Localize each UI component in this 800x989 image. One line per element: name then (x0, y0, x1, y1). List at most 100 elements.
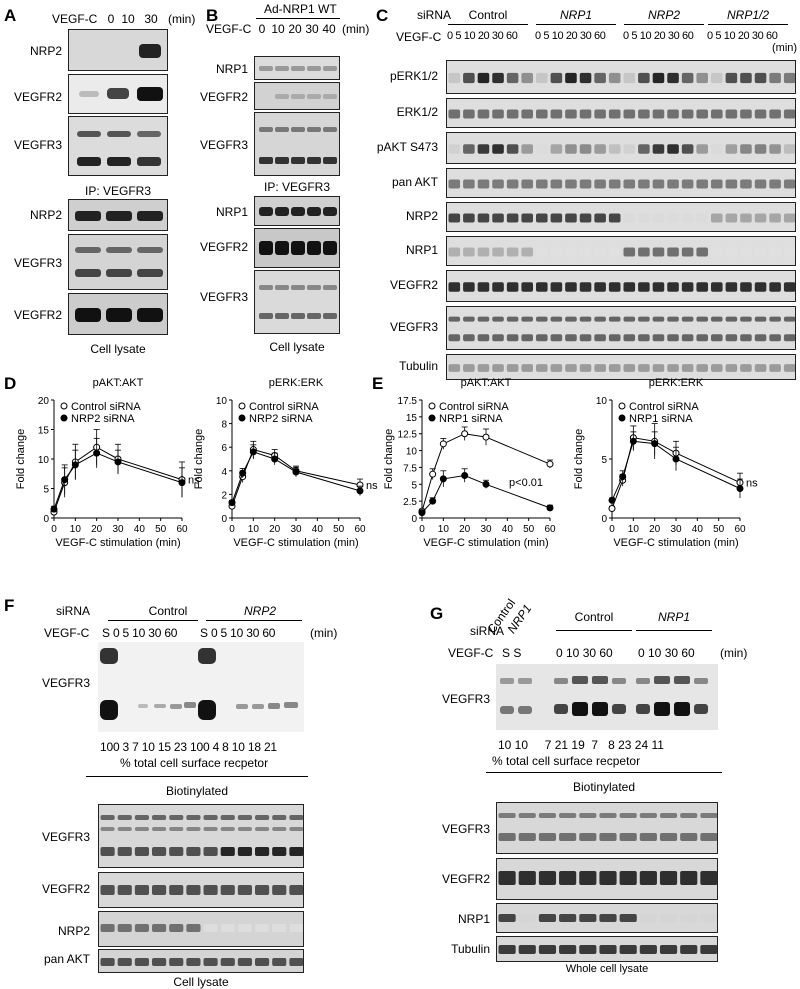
panel-f-label: F (4, 596, 15, 615)
y-tick-label: 4 (221, 467, 227, 478)
panel-f-blot-lysate-vegfr2 (98, 872, 304, 908)
blot-bands (69, 30, 167, 70)
data-point (482, 433, 490, 441)
data-point (71, 461, 79, 469)
panel-b-ip-label-vegfr2: VEGFR2 (199, 90, 248, 104)
panel-f-blot-lysate-nrp2 (98, 911, 304, 947)
chart-title: pAKT:AKT (461, 377, 512, 389)
y-tick-label: 0 (411, 514, 417, 525)
panel-a-ip-label-vegfr3: VEGFR3 (13, 138, 62, 152)
blot-bands (98, 642, 304, 732)
blot-bands (99, 912, 303, 946)
panel-g-lanes-control: 0 10 30 60 (556, 646, 613, 660)
x-tick-label: 10 (70, 524, 82, 535)
legend-marker (428, 414, 436, 422)
legend-marker (618, 402, 626, 410)
blot-bands (69, 235, 167, 289)
data-point (629, 437, 637, 445)
panel-g-blot-lysate-vegfr2 (496, 858, 718, 900)
panel-g-group-nrp1: NRP1 (657, 610, 690, 624)
panel-f-divider (86, 776, 308, 777)
y-tick-label: 12.5 (398, 430, 418, 441)
panel-c-blot-label-7: VEGFR3 (389, 320, 438, 334)
panel-c-blot-label-6: VEGFR2 (389, 278, 438, 292)
blot-bands (99, 805, 303, 867)
panel-f-treatment-label: VEGF-C (44, 626, 90, 640)
panel-g-blot-lysate-vegfr3 (496, 802, 718, 854)
panel-c-blot-label-4: NRP2 (405, 209, 438, 223)
panel-g-unit: (min) (720, 646, 748, 660)
panel-a-ip-label-nrp2: NRP2 (29, 44, 62, 58)
data-point (461, 430, 469, 438)
panel-b-treatment-label: VEGF-C (206, 22, 252, 36)
panel-c-blot-label-5: NRP1 (405, 243, 438, 257)
y-tick-label: 10 (406, 447, 418, 458)
blot-bands (99, 950, 303, 972)
x-axis-label: VEGF-C stimulation (min) (233, 537, 358, 549)
panel-b-time-4: 40 (322, 22, 336, 36)
data-point (178, 479, 186, 487)
panel-g-blot-surface-vegfr3 (496, 664, 718, 730)
x-tick-label: 60 (354, 524, 366, 535)
panel-b-time-3: 30 (305, 22, 319, 36)
panel-c-group-bar-nrp12 (708, 24, 788, 25)
panel-b-label: B (206, 6, 219, 25)
panel-c-unit: (min) (772, 42, 798, 54)
chart-d-0: pAKT:AKT 0 5 10 15 20 0 10 20 30 40 50 60 VEGF-C stim… (15, 377, 200, 549)
blot-bands (497, 859, 717, 899)
panel-c-blot-7 (446, 306, 796, 350)
panel-c-group-control: Control (468, 8, 508, 22)
panel-b-time-1: 10 (271, 22, 285, 36)
panel-c-blot-2 (446, 132, 796, 164)
blot-bands (447, 99, 795, 127)
legend-marker (238, 414, 246, 422)
y-tick-label: 17.5 (398, 396, 418, 407)
panel-c-blot-6 (446, 270, 796, 302)
panel-c-group-nrp12: NRP1/2 (726, 8, 770, 22)
panel-b-lysate-label-vegfr3: VEGFR3 (199, 290, 248, 304)
panel-c-group-bar-control (448, 24, 528, 25)
panel-b-lysate-label-vegfr2: VEGFR2 (199, 240, 248, 254)
panel-b-time-2: 20 (288, 22, 302, 36)
panel-c-blot-label-1: ERK1/2 (396, 105, 438, 119)
x-tick-label: 30 (480, 524, 492, 535)
panel-c-blot-label-8: Tubulin (399, 359, 438, 373)
panel-f-surface-label-vegfr3: VEGFR3 (41, 676, 90, 690)
panel-f-lysate-label-panakt: pan AKT (43, 952, 90, 966)
blot-bands (255, 57, 339, 79)
y-tick-label: 5 (43, 485, 49, 496)
series-line-1 (53, 452, 183, 510)
panel-g-blot-lysate-tubulin (496, 936, 718, 962)
panel-f-biotin-label: Biotinylated (165, 784, 229, 798)
blot-bands (447, 169, 795, 197)
data-point (429, 497, 437, 505)
panel-f-bar-control (108, 620, 198, 621)
panel-b-ip-label: IP: VEGFR3 (263, 180, 331, 194)
legend-entry: NRP2 siRNA (71, 413, 135, 425)
panel-a-treatment-label: VEGF-C (52, 12, 98, 26)
series-line-1 (611, 440, 741, 501)
blot-bands (99, 873, 303, 907)
x-tick-label: 50 (333, 524, 345, 535)
legend-marker (238, 402, 246, 410)
chart-e-3: pERK:ERK 0 5 10 0 10 20 30 40 50 60 VEGF-C stimulat… (573, 377, 758, 549)
panel-g-bar-nrp1 (636, 630, 712, 631)
panel-f-group-nrp2: NRP2 (243, 604, 276, 618)
x-tick-label: 20 (91, 524, 103, 535)
y-tick-label: 15 (38, 426, 50, 437)
panel-a-blot-ip-vegfr3 (68, 116, 168, 176)
y-tick-label: 0 (43, 514, 49, 525)
panel-g-blot-lysate-nrp1 (496, 903, 718, 933)
panel-c-group-nrp1: NRP1 (559, 8, 592, 22)
chart-annotation: ns (746, 478, 758, 490)
data-point (429, 470, 437, 478)
blot-bands (447, 237, 795, 265)
blot-bands (447, 61, 795, 93)
series-line-0 (421, 433, 551, 512)
data-point (736, 485, 744, 492)
x-tick-label: 50 (713, 524, 725, 535)
panel-b-construct-bar (256, 18, 340, 19)
x-axis-label: VEGF-C stimulation (min) (55, 537, 180, 549)
panel-a-time-1: 10 (121, 12, 135, 26)
